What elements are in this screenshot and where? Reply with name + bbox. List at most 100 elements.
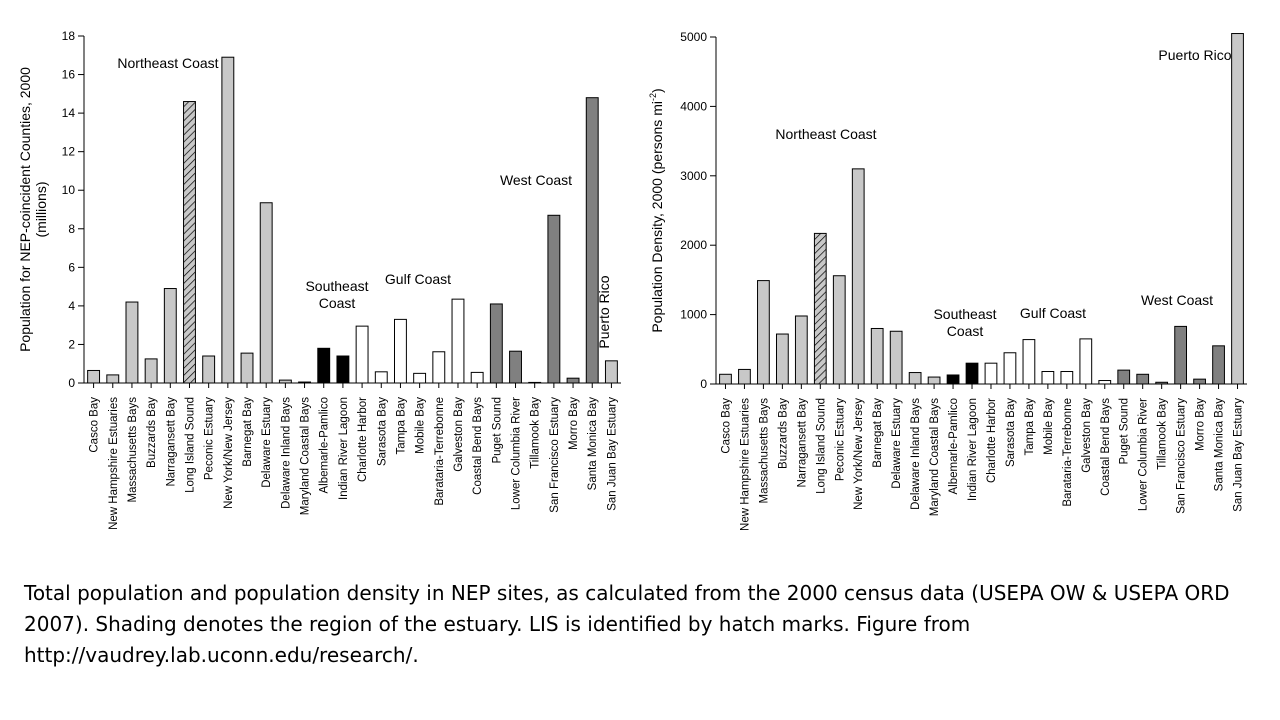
x-tick-label: Tillamook Bay xyxy=(1157,398,1169,470)
bar xyxy=(451,298,465,384)
bar xyxy=(1136,373,1150,385)
x-tick-label: Santa Monica Bay xyxy=(587,397,599,491)
x-tick-label: Delaware Inland Bays xyxy=(910,398,922,510)
y-tick-label: 4000 xyxy=(680,99,707,113)
y-tick-label: 0 xyxy=(700,377,707,391)
bar xyxy=(1212,345,1225,385)
bar xyxy=(278,379,292,384)
bar xyxy=(738,368,751,385)
x-tick-label: Morro Bay xyxy=(568,397,580,450)
y-tick-label: 3000 xyxy=(680,169,707,183)
bar xyxy=(336,355,350,384)
region-label-se: Southeast xyxy=(933,306,996,322)
bar xyxy=(87,369,101,384)
region-label-se: Coast xyxy=(319,295,356,311)
bar xyxy=(908,372,922,385)
bar xyxy=(413,372,427,384)
x-tick-label: Barataria-Terrebonne xyxy=(1062,398,1074,507)
y-axis-title-units: (millions) xyxy=(33,182,49,238)
x-tick-label: Coastal Bend Bays xyxy=(472,397,484,495)
region-label-ne: Northeast Coast xyxy=(117,55,218,71)
y-tick-label: 1000 xyxy=(680,308,707,322)
region-label-pr: Puerto Rico xyxy=(596,275,612,348)
y-tick-label: 12 xyxy=(62,145,76,159)
y-tick-label: 16 xyxy=(62,68,76,82)
region-label-gulf: Gulf Coast xyxy=(1020,305,1086,321)
bar xyxy=(719,373,732,385)
bar xyxy=(566,377,580,384)
y-axis-title: Population Density, 2000 (persons mi-2) xyxy=(648,88,665,332)
x-tick-label: Long Island Sound xyxy=(184,397,196,493)
bar xyxy=(927,376,941,385)
bar xyxy=(240,352,254,384)
bar xyxy=(1022,339,1036,385)
bar xyxy=(528,381,542,384)
x-tick-label: Mobile Bay xyxy=(1043,398,1055,455)
x-tick-label: Delaware Estuary xyxy=(891,398,903,489)
x-tick-label: Peconic Estuary xyxy=(834,398,846,481)
bar xyxy=(1193,378,1206,385)
x-tick-label: Morro Bay xyxy=(1195,398,1207,451)
bar xyxy=(144,358,158,384)
bar xyxy=(221,56,235,384)
bar xyxy=(183,101,196,384)
bar xyxy=(106,374,120,384)
region-label-gulf: Gulf Coast xyxy=(385,271,451,287)
x-tick-label: Lower Columbia River xyxy=(511,397,523,510)
x-tick-label: Sarasota Bay xyxy=(376,397,388,466)
bar xyxy=(984,362,998,385)
bar xyxy=(374,371,388,384)
y-tick-label: 5000 xyxy=(680,30,707,44)
x-tick-label: Peconic Estuary xyxy=(204,397,216,480)
x-tick-label: Barnegat Bay xyxy=(242,397,254,467)
bar xyxy=(394,318,407,384)
x-tick-label: Santa Monica Bay xyxy=(1214,398,1226,492)
region-label-ne: Northeast Coast xyxy=(775,126,876,142)
x-tick-label: Sarasota Bay xyxy=(1005,398,1017,467)
x-tick-label: Massachusetts Bays xyxy=(127,397,139,503)
x-tick-label: Galveston Bay xyxy=(1081,398,1093,473)
bar xyxy=(832,275,846,385)
x-tick-label: San Juan Bay Estuary xyxy=(1233,398,1245,512)
y-tick-label: 2000 xyxy=(680,238,707,252)
bar xyxy=(1041,371,1055,385)
y-tick-label: 2 xyxy=(68,337,75,351)
x-tick-label: Galveston Bay xyxy=(453,397,465,472)
x-tick-label: New York/New Jersey xyxy=(223,397,235,509)
y-tick-label: 10 xyxy=(62,183,76,197)
x-tick-label: Maryland Coastal Bays xyxy=(929,398,941,516)
x-tick-label: Coastal Bend Bays xyxy=(1100,398,1112,496)
x-tick-label: Puget Sound xyxy=(1119,398,1131,465)
x-tick-label: Tampa Bay xyxy=(1024,398,1036,456)
x-tick-label: Long Island Sound xyxy=(815,398,827,494)
figure-caption: Total population and population density … xyxy=(24,581,1230,667)
bar xyxy=(604,360,618,384)
x-tick-label: Delaware Estuary xyxy=(261,397,273,488)
region-label-pr: Puerto Rico xyxy=(1158,47,1231,63)
x-tick-label: Lower Columbia River xyxy=(1138,398,1150,511)
y-tick-label: 18 xyxy=(62,29,76,43)
bar xyxy=(813,232,827,385)
x-tick-label: Albemarle-Pamlico xyxy=(319,397,331,494)
x-tick-label: San Juan Bay Estuary xyxy=(606,397,618,511)
x-tick-label: Delaware Inland Bays xyxy=(280,397,292,509)
bar xyxy=(259,202,273,384)
y-tick-label: 14 xyxy=(62,106,76,120)
bar xyxy=(298,381,311,384)
x-tick-label: Tillamook Bay xyxy=(530,397,542,469)
y-tick-label: 0 xyxy=(68,376,75,390)
x-tick-label: Charlotte Harbor xyxy=(986,398,998,483)
bar xyxy=(1174,325,1188,385)
bar xyxy=(1155,381,1169,385)
x-tick-label: Maryland Coastal Bays xyxy=(300,397,312,515)
bar xyxy=(317,347,331,384)
region-label-se: Southeast xyxy=(305,278,368,294)
bar xyxy=(965,362,979,385)
bar xyxy=(432,351,446,384)
bar xyxy=(1003,352,1017,385)
x-tick-label: New Hampshire Estuaries xyxy=(108,397,120,530)
y-axis-title: Population for NEP-coincident Counties, … xyxy=(17,67,33,352)
region-label-west: West Coast xyxy=(500,172,572,188)
population-chart: 0 2 4 6 8 10 12 14 16 18 Casco Bay New Hampshire Es… xyxy=(17,29,621,530)
bar xyxy=(870,327,884,385)
